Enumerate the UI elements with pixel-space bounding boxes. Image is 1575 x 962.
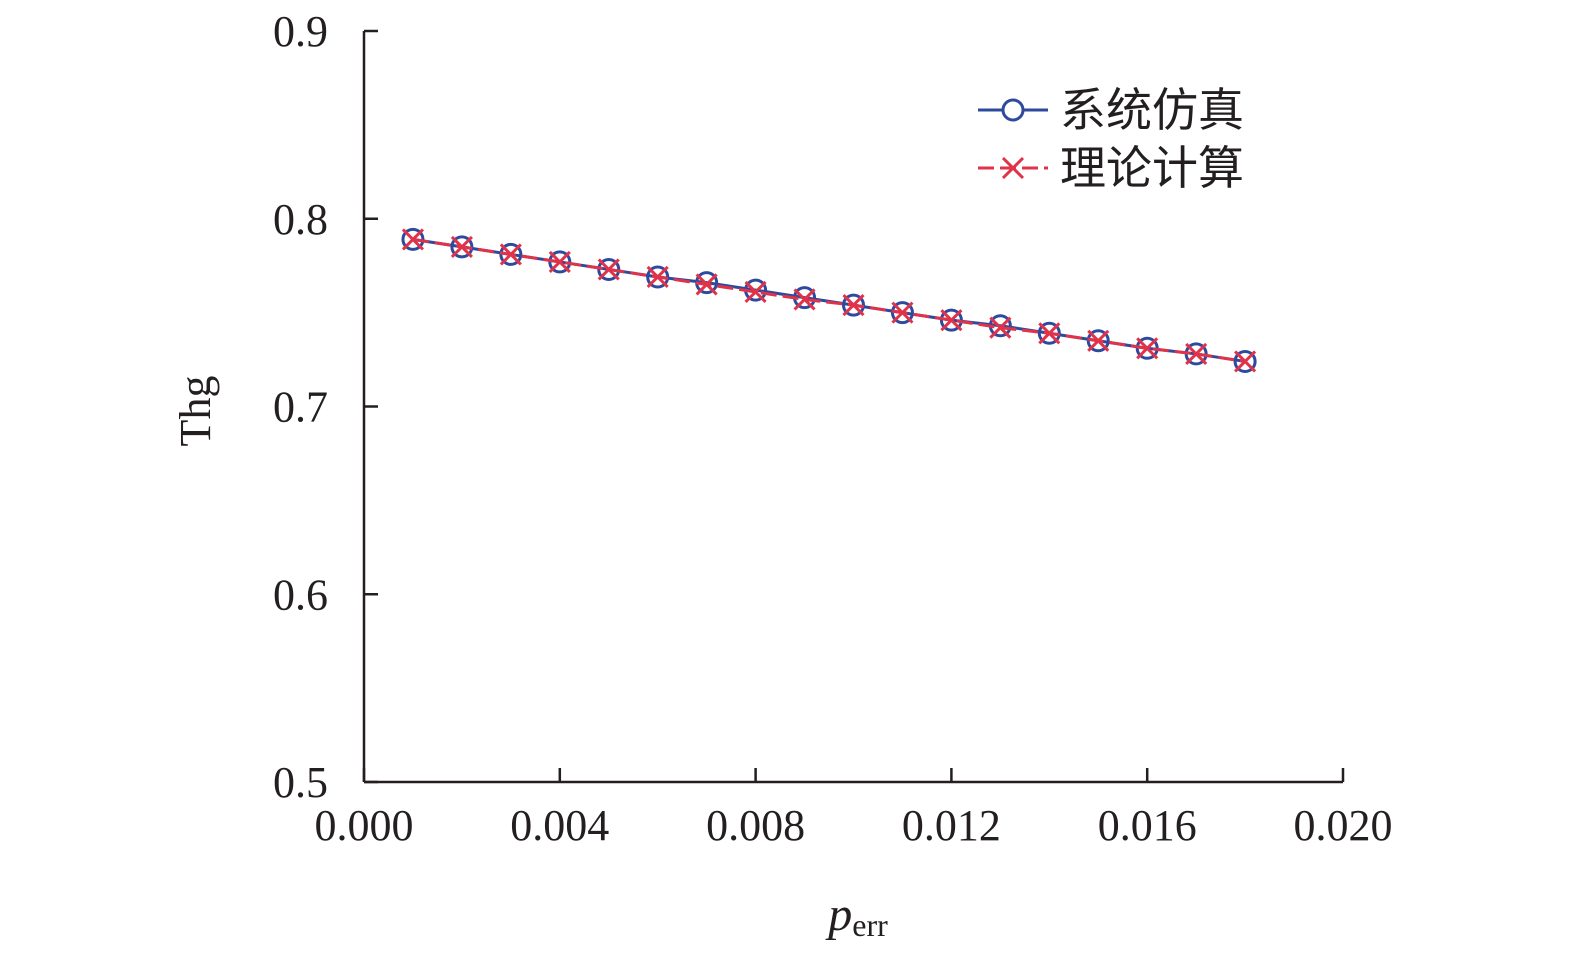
legend-label: 理论计算 [1060,141,1244,195]
x-axis-title-main: p [825,888,852,941]
data-point-x [646,265,669,289]
x-tick-label: 0.004 [510,801,609,850]
y-tick-label: 0.9 [273,7,328,56]
data-point-circle [401,227,425,251]
data-point-x [401,228,425,251]
data-point-x-stroke [744,280,767,304]
tick-labels: 0.5 0.6 0.7 0.8 0.9 0.000 0.004 0.008 0.012 0.016… [273,7,1393,850]
x-tick-label: 0.008 [706,801,805,850]
data-point-x [1136,337,1159,360]
data-point-x [499,243,522,266]
data-point-x [1234,350,1257,373]
y-tick-label: 0.5 [273,758,328,807]
data-point-circle [842,293,865,317]
data-point-x [793,288,816,311]
data-point-x [597,258,620,281]
data-point-x [1038,322,1061,345]
x-axis-title: perr [825,888,888,943]
data-point-circle [1233,349,1257,373]
data-point-x-stroke [940,309,963,332]
y-tick-label: 0.6 [273,570,328,619]
series-layer [401,227,1257,373]
legend-label: 系统仿真 [1060,83,1244,137]
series-2 [401,228,1257,373]
data-point-x-stroke [989,316,1012,339]
data-point-x [548,250,571,273]
data-point-x-stroke [450,235,473,258]
data-point-x-stroke [842,294,865,317]
data-point-x-stroke [548,250,571,273]
data-point-x [1185,342,1208,365]
axes [362,29,1345,784]
data-point-x [842,294,865,317]
series-1 [401,227,1257,373]
data-point-x [989,316,1012,339]
y-axis-title: Thg [171,376,220,447]
x-tick-label: 0.000 [315,801,414,850]
legend-item-2: 理论计算 [978,141,1244,195]
data-point-x-stroke [499,243,522,266]
data-point-circle [548,250,572,274]
data-point-x-stroke [1136,337,1159,360]
data-point-x [891,301,914,324]
x-tick-label: 0.012 [902,801,1001,850]
data-point-x [744,280,767,304]
legend-marker-circle [1001,98,1025,122]
data-point-x-stroke [646,265,669,289]
data-point-circle [646,265,670,289]
data-point-circle [1037,321,1061,345]
x-tick-label: 0.020 [1294,801,1393,850]
data-point-circle [939,308,963,332]
data-point-x-stroke [793,288,816,311]
data-point-x [940,309,963,332]
data-point-x [695,273,718,296]
series-line [412,237,1246,363]
data-point-x-stroke [401,228,425,251]
data-point-circle [499,242,523,266]
data-point-x [450,235,473,258]
data-point-x-stroke [1234,350,1257,373]
y-tick-label: 0.8 [273,195,328,244]
data-point-circle [890,301,914,325]
data-point-circle [1086,329,1110,353]
data-point-x-stroke [597,258,620,281]
legend-item-1: 系统仿真 [978,83,1244,137]
data-point-x-stroke [1038,322,1061,345]
x-tick-label: 0.016 [1098,801,1197,850]
data-point-x [1087,329,1110,352]
data-point-circle [597,257,621,281]
data-point-circle [450,235,474,259]
data-point-x-stroke [891,301,914,324]
x-axis-title-sub: err [852,907,888,943]
data-point-x-stroke [1087,329,1110,352]
data-point-x-stroke [1185,342,1208,365]
legend-marker-x [1001,156,1025,180]
y-tick-label: 0.7 [273,383,328,432]
data-point-x-stroke [695,273,718,296]
